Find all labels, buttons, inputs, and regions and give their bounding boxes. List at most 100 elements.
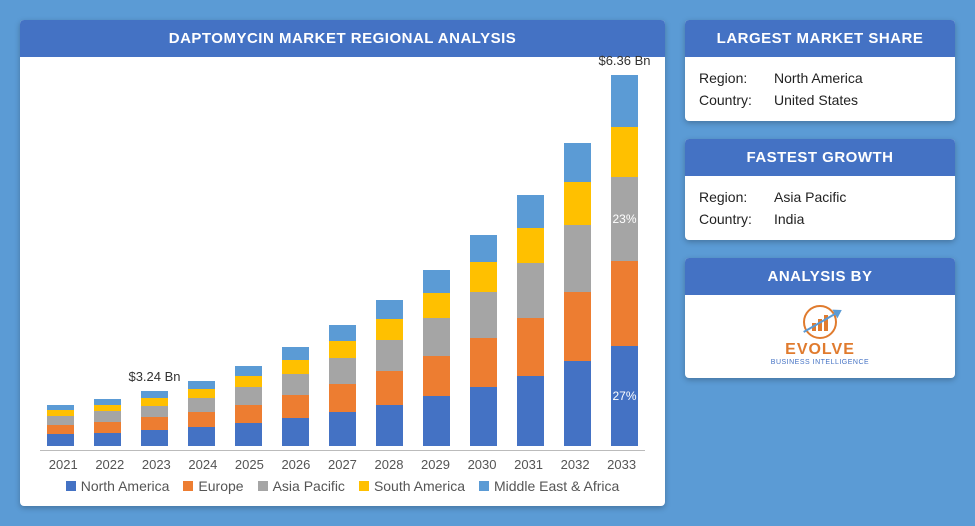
legend-item: South America [359, 478, 465, 494]
largest-region-label: Region: [699, 70, 774, 86]
legend-label: Middle East & Africa [494, 478, 619, 494]
legend-swatch-icon [66, 481, 76, 491]
bar-segment [188, 381, 216, 389]
bar-segment [94, 422, 122, 433]
largest-share-body: Region: North America Country: United St… [685, 57, 955, 121]
bar-annotation: $6.36 Bn [598, 53, 650, 68]
bar-segment [235, 423, 263, 446]
legend-label: Asia Pacific [273, 478, 345, 494]
fastest-growth-body: Region: Asia Pacific Country: India [685, 176, 955, 240]
bar-stack [47, 67, 75, 446]
x-axis-label: 2030 [459, 457, 506, 472]
bar-segment [376, 340, 404, 371]
bar-segment [141, 406, 169, 418]
bar-column [463, 67, 504, 446]
bar-segment [376, 319, 404, 340]
bar-column [557, 67, 598, 446]
x-axis: 2021202220232024202520262027202820292030… [40, 450, 645, 472]
x-axis-label: 2027 [319, 457, 366, 472]
bar-stack [517, 67, 545, 446]
bar-stack [188, 67, 216, 446]
legend-swatch-icon [258, 481, 268, 491]
legend-item: Europe [183, 478, 243, 494]
fastest-growth-title: FASTEST GROWTH [685, 139, 955, 176]
x-axis-label: 2026 [273, 457, 320, 472]
fastest-country-value: India [774, 211, 941, 227]
legend: North America Europe Asia Pacific South Ame… [40, 472, 645, 506]
bar-column [275, 67, 316, 446]
legend-swatch-icon [479, 481, 489, 491]
bar-segment [611, 127, 639, 177]
bar-segment [188, 389, 216, 398]
bar-segment [470, 262, 498, 292]
bar-segment [94, 433, 122, 446]
x-axis-label: 2028 [366, 457, 413, 472]
bar-segment [423, 293, 451, 318]
bar-segment [47, 425, 75, 434]
bar-stack [235, 67, 263, 446]
bar-segment [141, 398, 169, 406]
bar-segment [235, 366, 263, 376]
x-axis-label: 2021 [40, 457, 87, 472]
bar-segment [282, 374, 310, 396]
bar-stack: $3.24 Bn [141, 67, 169, 446]
bar-column: $3.24 Bn [134, 67, 175, 446]
bar-stack [329, 67, 357, 446]
bar-segment [329, 384, 357, 412]
x-axis-label: 2024 [180, 457, 227, 472]
bar-segment [517, 318, 545, 376]
bar-segment [611, 75, 639, 126]
bar-stack [376, 67, 404, 446]
legend-label: South America [374, 478, 465, 494]
brand-logo: EVOLVE BUSINESS INTELLIGENCE [685, 295, 955, 378]
largest-country-row: Country: United States [699, 89, 941, 111]
bar-segment [141, 391, 169, 398]
bar-segment [188, 412, 216, 427]
bar-segment [47, 416, 75, 425]
fastest-country-label: Country: [699, 211, 774, 227]
bar-segment [47, 434, 75, 446]
largest-country-value: United States [774, 92, 941, 108]
bar-segment [235, 387, 263, 404]
bar-segment [564, 225, 592, 291]
bar-segment [517, 263, 545, 318]
bar-segment [376, 371, 404, 405]
bar-segment [564, 143, 592, 182]
bar-column [228, 67, 269, 446]
x-axis-label: 2032 [552, 457, 599, 472]
segment-pct-label: 27% [611, 389, 639, 403]
bar-stack: 27%23%$6.36 Bn [611, 67, 639, 446]
bar-stack [470, 67, 498, 446]
chart-area: $3.24 Bn 27%23%$6.36 Bn 20212022202320242… [20, 57, 665, 506]
fastest-region-value: Asia Pacific [774, 189, 941, 205]
bar-segment [423, 318, 451, 356]
bar-segment [564, 182, 592, 225]
fastest-region-label: Region: [699, 189, 774, 205]
chart-title: DAPTOMYCIN MARKET REGIONAL ANALYSIS [20, 20, 665, 57]
bar-stack [282, 67, 310, 446]
bar-segment [329, 341, 357, 358]
bar-segment [329, 325, 357, 341]
bar-segment [235, 405, 263, 424]
bar-segment [376, 405, 404, 446]
largest-share-card: LARGEST MARKET SHARE Region: North Ameri… [685, 20, 955, 121]
fastest-growth-card: FASTEST GROWTH Region: Asia Pacific Coun… [685, 139, 955, 240]
bar-segment [611, 261, 639, 346]
bar-column: 27%23%$6.36 Bn [604, 67, 645, 446]
bar-column [369, 67, 410, 446]
legend-swatch-icon [359, 481, 369, 491]
fastest-region-row: Region: Asia Pacific [699, 186, 941, 208]
fastest-country-row: Country: India [699, 208, 941, 230]
x-axis-label: 2029 [412, 457, 459, 472]
bar-segment [423, 270, 451, 293]
bar-column [510, 67, 551, 446]
largest-share-title: LARGEST MARKET SHARE [685, 20, 955, 57]
bar-segment [282, 347, 310, 360]
bar-segment [235, 376, 263, 387]
bar-segment [564, 361, 592, 446]
bar-segment [423, 356, 451, 397]
bar-column [416, 67, 457, 446]
largest-country-label: Country: [699, 92, 774, 108]
bar-segment [329, 412, 357, 446]
legend-label: North America [81, 478, 170, 494]
